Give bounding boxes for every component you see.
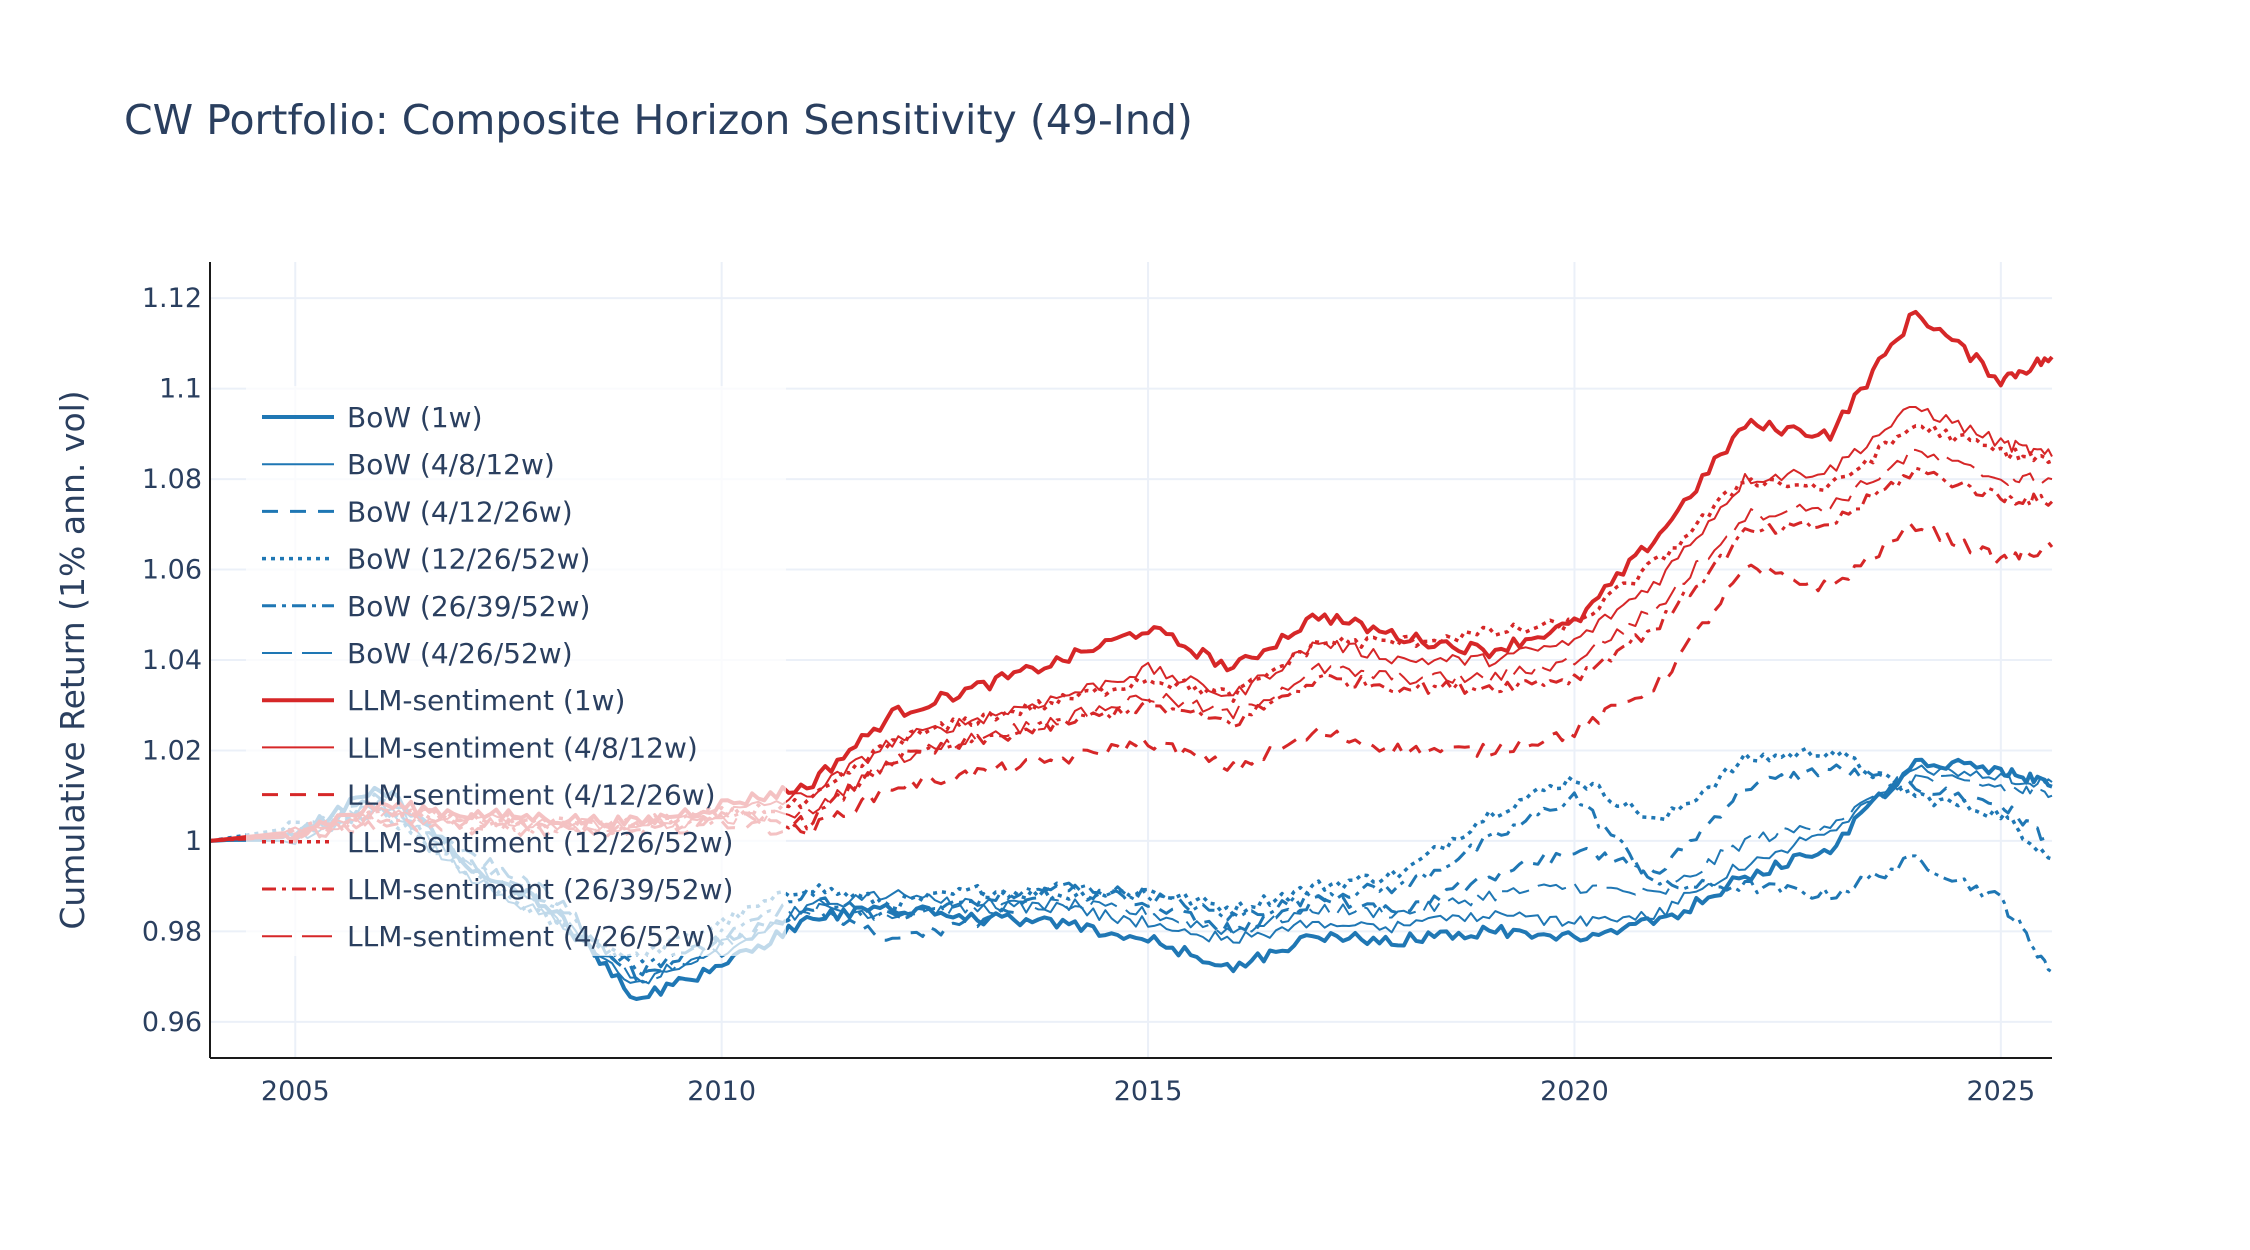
legend-item[interactable]: BoW (4/8/12w) [262, 448, 555, 481]
x-axis-ticks: 2005 2010 2015 2020 2025 [261, 1076, 2035, 1107]
chart-title: CW Portfolio: Composite Horizon Sensitiv… [124, 96, 1193, 144]
legend-item[interactable]: LLM-sentiment (12/26/52w) [262, 826, 733, 859]
legend-label: LLM-sentiment (4/12/26w) [347, 779, 716, 812]
x-tick-label: 2005 [261, 1076, 330, 1107]
x-tick-label: 2025 [1966, 1076, 2035, 1107]
legend-item[interactable]: BoW (12/26/52w) [262, 543, 590, 576]
y-axis-ticks: 0.96 0.98 1 1.02 1.04 1.06 1.08 1.1 1.12 [142, 283, 202, 1038]
y-tick-label: 1.02 [142, 735, 202, 766]
legend-item[interactable]: BoW (4/12/26w) [262, 495, 573, 528]
legend-label: BoW (4/12/26w) [347, 495, 573, 528]
legend-item[interactable]: LLM-sentiment (4/8/12w) [262, 731, 698, 764]
y-tick-label: 1.12 [142, 283, 202, 314]
legend-item[interactable]: LLM-sentiment (4/12/26w) [262, 779, 716, 812]
legend-label: LLM-sentiment (4/26/52w) [347, 920, 716, 953]
x-tick-label: 2010 [687, 1076, 756, 1107]
y-tick-label: 1.1 [159, 374, 202, 405]
series-line-9 [209, 424, 2053, 843]
legend-item[interactable]: BoW (26/39/52w) [262, 590, 590, 623]
legend-item[interactable]: LLM-sentiment (1w) [262, 684, 625, 717]
y-tick-label: 1.08 [142, 464, 202, 495]
legend[interactable]: BoW (1w) BoW (4/8/12w) BoW (4/12/26w) BoW (… [246, 386, 786, 956]
axes [209, 262, 2052, 1059]
legend-item[interactable]: BoW (4/26/52w) [262, 637, 573, 670]
y-tick-label: 0.98 [142, 916, 202, 947]
y-tick-label: 0.96 [142, 1007, 202, 1038]
legend-item[interactable]: LLM-sentiment (26/39/52w) [262, 873, 733, 906]
legend-item[interactable]: LLM-sentiment (4/26/52w) [262, 920, 716, 953]
legend-label: LLM-sentiment (12/26/52w) [347, 826, 733, 859]
legend-label: LLM-sentiment (1w) [347, 684, 625, 717]
legend-background [246, 386, 786, 956]
legend-item[interactable]: BoW (1w) [262, 401, 483, 434]
x-tick-label: 2015 [1114, 1076, 1183, 1107]
x-tick-label: 2020 [1540, 1076, 1609, 1107]
y-tick-label: 1 [185, 826, 202, 857]
legend-label: BoW (1w) [347, 401, 483, 434]
legend-label: BoW (26/39/52w) [347, 590, 590, 623]
legend-label: LLM-sentiment (4/8/12w) [347, 731, 698, 764]
legend-label: BoW (12/26/52w) [347, 543, 590, 576]
legend-label: BoW (4/8/12w) [347, 448, 555, 481]
legend-label: BoW (4/26/52w) [347, 637, 573, 670]
y-axis-title: Cumulative Return (1% ann. vol) [53, 390, 92, 929]
y-tick-label: 1.06 [142, 555, 202, 586]
legend-label: LLM-sentiment (26/39/52w) [347, 873, 733, 906]
y-tick-label: 1.04 [142, 645, 202, 676]
